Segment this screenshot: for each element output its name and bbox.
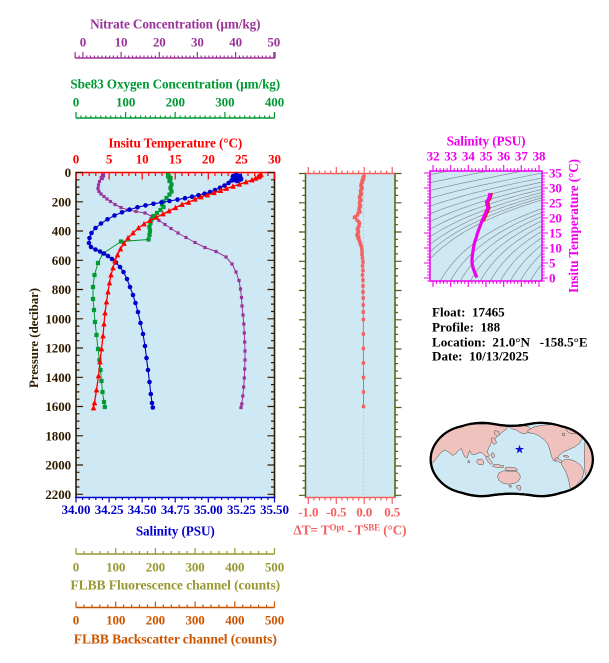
svg-text:Float: 17465: Float: 17465 — [432, 305, 505, 320]
svg-text:500: 500 — [265, 560, 284, 575]
svg-text:1000: 1000 — [45, 311, 71, 326]
svg-text:-1.0: -1.0 — [298, 504, 318, 519]
svg-text:35: 35 — [480, 149, 493, 164]
svg-text:100: 100 — [106, 613, 125, 628]
svg-text:10: 10 — [115, 35, 128, 50]
svg-text:200: 200 — [52, 194, 71, 209]
svg-text:5: 5 — [549, 256, 556, 271]
svg-text:25: 25 — [549, 196, 562, 211]
svg-text:800: 800 — [52, 282, 71, 297]
svg-text:10: 10 — [549, 241, 562, 256]
svg-text:0.5: 0.5 — [384, 504, 401, 519]
svg-text:0: 0 — [73, 95, 79, 110]
svg-text:-0.5: -0.5 — [326, 504, 347, 519]
svg-text:500: 500 — [265, 613, 284, 628]
svg-text:100: 100 — [106, 560, 125, 575]
svg-text:34.25: 34.25 — [95, 502, 124, 517]
svg-text:40: 40 — [229, 35, 242, 50]
svg-text:15: 15 — [549, 226, 562, 241]
svg-text:2200: 2200 — [45, 487, 71, 502]
svg-text:300: 300 — [185, 560, 204, 575]
svg-text:2000: 2000 — [45, 458, 71, 473]
svg-text:30: 30 — [268, 152, 281, 167]
svg-text:300: 300 — [215, 95, 234, 110]
svg-text:32: 32 — [427, 149, 440, 164]
svg-text:Insitu Temperature (°C): Insitu Temperature (°C) — [108, 136, 242, 151]
svg-text:Pressure (decibar): Pressure (decibar) — [27, 288, 41, 388]
svg-text:1200: 1200 — [45, 341, 71, 356]
svg-text:20: 20 — [549, 211, 562, 226]
svg-text:300: 300 — [185, 613, 204, 628]
svg-text:1800: 1800 — [45, 428, 71, 443]
svg-text:37: 37 — [515, 149, 528, 164]
svg-text:33: 33 — [444, 149, 457, 164]
svg-text:30: 30 — [191, 35, 204, 50]
svg-text:35: 35 — [549, 166, 562, 181]
svg-text:Nitrate Concentration (µm/kg): Nitrate Concentration (µm/kg) — [90, 17, 260, 32]
svg-text:50: 50 — [267, 35, 280, 50]
svg-text:200: 200 — [146, 613, 165, 628]
svg-text:Salinity (PSU): Salinity (PSU) — [447, 134, 526, 149]
svg-text:0: 0 — [65, 165, 71, 180]
svg-text:34: 34 — [462, 149, 475, 164]
svg-text:25: 25 — [235, 152, 248, 167]
svg-text:600: 600 — [52, 253, 71, 268]
svg-text:200: 200 — [146, 560, 165, 575]
svg-text:38: 38 — [533, 149, 546, 164]
svg-text:35.25: 35.25 — [227, 502, 256, 517]
svg-text:34.75: 34.75 — [161, 502, 190, 517]
svg-text:100: 100 — [116, 95, 135, 110]
svg-text:400: 400 — [265, 95, 284, 110]
svg-text:20: 20 — [202, 152, 215, 167]
svg-text:FLBB Backscatter channel (coun: FLBB Backscatter channel (counts) — [74, 632, 277, 648]
svg-text:0: 0 — [73, 613, 79, 628]
svg-text:Location: 21.0°N -158.5°E: Location: 21.0°N -158.5°E — [432, 335, 588, 350]
svg-text:400: 400 — [52, 224, 71, 239]
svg-text:5: 5 — [106, 152, 113, 167]
svg-text:Date: 10/13/2025: Date: 10/13/2025 — [432, 349, 529, 364]
svg-text:Sbe83 Oxygen Concentration (µm: Sbe83 Oxygen Concentration (µm/kg) — [70, 77, 280, 92]
svg-text:0: 0 — [73, 152, 79, 167]
svg-text:1600: 1600 — [45, 399, 71, 414]
svg-text:0: 0 — [73, 560, 79, 575]
svg-text:Insitu Temperature (°C): Insitu Temperature (°C) — [566, 159, 581, 293]
svg-text:400: 400 — [225, 560, 244, 575]
svg-text:35.50: 35.50 — [260, 502, 289, 517]
svg-text:0: 0 — [549, 271, 555, 286]
svg-text:20: 20 — [153, 35, 166, 50]
svg-text:1400: 1400 — [45, 370, 71, 385]
svg-text:FLBB Fluorescence channel (cou: FLBB Fluorescence channel (counts) — [70, 578, 280, 594]
svg-text:Profile: 188: Profile: 188 — [432, 320, 501, 335]
svg-text:ΔT= TOpt - TSBE (°C): ΔT= TOpt - TSBE (°C) — [294, 523, 407, 538]
svg-text:0.0: 0.0 — [356, 504, 372, 519]
svg-text:30: 30 — [549, 181, 562, 196]
svg-text:Salinity (PSU): Salinity (PSU) — [136, 524, 215, 539]
svg-text:200: 200 — [166, 95, 185, 110]
svg-text:34.00: 34.00 — [62, 502, 91, 517]
svg-text:400: 400 — [225, 613, 244, 628]
svg-text:15: 15 — [169, 152, 182, 167]
svg-text:35.00: 35.00 — [194, 502, 223, 517]
svg-text:10: 10 — [136, 152, 149, 167]
svg-text:0: 0 — [80, 35, 86, 50]
svg-text:34.50: 34.50 — [128, 502, 157, 517]
svg-text:36: 36 — [497, 149, 510, 164]
